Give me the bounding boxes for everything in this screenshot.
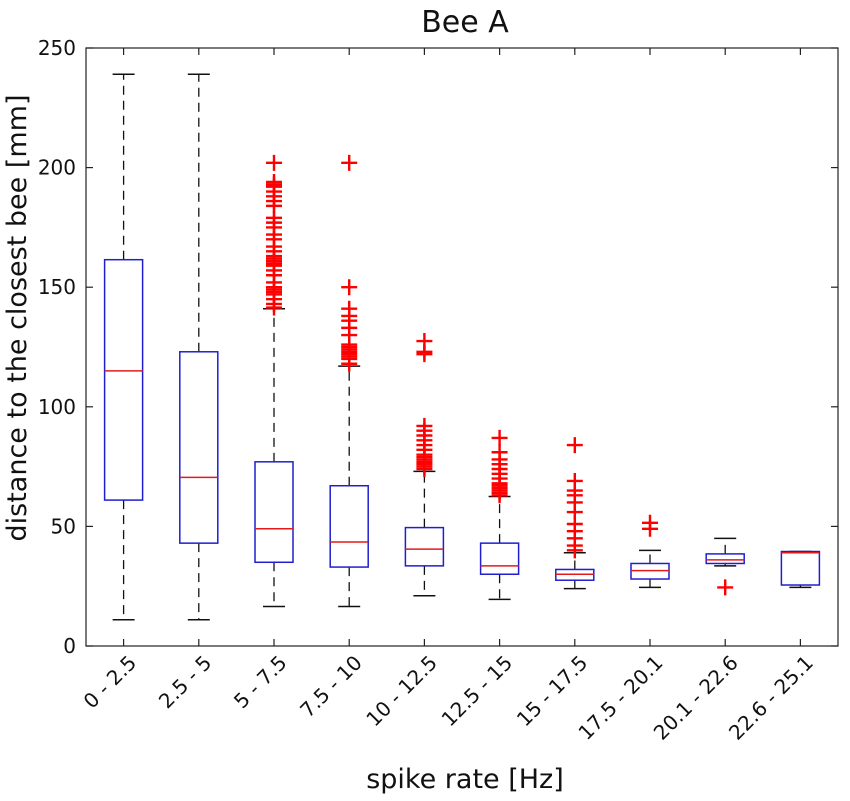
outlier-marker bbox=[266, 173, 282, 190]
box-group bbox=[254, 154, 294, 608]
box-group bbox=[780, 550, 821, 589]
box-iqr bbox=[780, 550, 821, 586]
box-iqr bbox=[254, 461, 294, 564]
box-group bbox=[630, 514, 670, 589]
box-iqr bbox=[479, 542, 520, 575]
outlier-marker bbox=[566, 437, 583, 454]
box-iqr bbox=[103, 258, 144, 501]
box-group bbox=[404, 333, 445, 597]
y-tick-label: 50 bbox=[51, 514, 76, 538]
y-tick-label: 200 bbox=[38, 156, 76, 180]
y-axis-label: distance to the closest bee [mm] bbox=[2, 95, 33, 542]
box-group bbox=[479, 429, 520, 601]
outlier-marker bbox=[566, 472, 583, 489]
box-group bbox=[103, 73, 144, 621]
outlier-marker bbox=[491, 429, 508, 446]
outlier-marker bbox=[491, 444, 508, 461]
plot-frame bbox=[85, 47, 839, 647]
box-iqr bbox=[329, 484, 369, 568]
outlier-marker bbox=[717, 579, 734, 596]
box-group bbox=[179, 73, 219, 621]
x-tick-label: 2.5 - 5 bbox=[154, 651, 217, 714]
x-axis-label: spike rate [Hz] bbox=[366, 764, 564, 795]
y-tick-label: 150 bbox=[38, 275, 76, 299]
outlier-marker bbox=[341, 154, 358, 171]
outlier-marker bbox=[341, 300, 358, 317]
box-iqr bbox=[404, 526, 445, 567]
x-tick-label: 5 - 7.5 bbox=[229, 651, 292, 714]
outlier-marker bbox=[642, 514, 658, 531]
x-tick-label: 10 - 12.5 bbox=[361, 651, 442, 732]
outlier-marker bbox=[416, 417, 433, 434]
box-iqr bbox=[705, 553, 745, 565]
box-iqr bbox=[179, 351, 219, 544]
box-group bbox=[555, 437, 595, 590]
x-tick-label: 7.5 - 10 bbox=[295, 651, 367, 723]
y-tick-label: 0 bbox=[63, 634, 76, 658]
box-group bbox=[329, 154, 369, 608]
outlier-marker bbox=[266, 154, 282, 171]
x-tick-label: 15 - 17.5 bbox=[512, 651, 593, 732]
outlier-marker bbox=[341, 279, 358, 296]
x-tick-label: 12.5 - 15 bbox=[437, 651, 518, 732]
outlier-marker bbox=[416, 333, 433, 350]
y-tick-label: 100 bbox=[38, 395, 76, 419]
box-group bbox=[705, 537, 745, 596]
chart-title: Bee A bbox=[421, 5, 509, 40]
y-tick-label: 250 bbox=[38, 36, 76, 60]
x-tick-label: 0 - 2.5 bbox=[79, 651, 142, 714]
